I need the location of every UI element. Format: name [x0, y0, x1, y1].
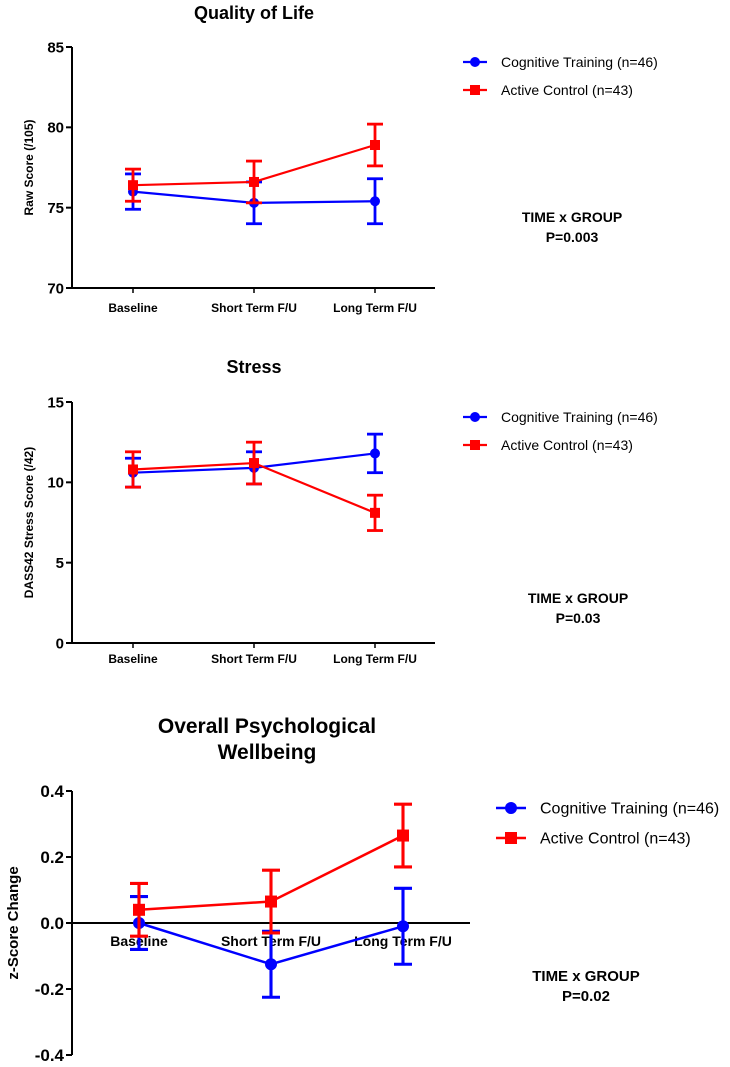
data-point-square: [249, 458, 259, 469]
y-tick-label: 80: [47, 120, 64, 137]
x-category-label: Long Term F/U: [333, 652, 417, 666]
x-category-label: Long Term F/U: [333, 301, 417, 315]
y-axis-title: DASS42 Stress Score (/42): [22, 447, 36, 598]
data-point-square: [249, 176, 259, 187]
stats-annotation: P=0.03: [556, 610, 601, 626]
x-category-label: Baseline: [108, 652, 158, 666]
stats-annotation: TIME x GROUP: [528, 590, 628, 606]
legend-marker-square: [470, 85, 480, 95]
data-point-circle: [397, 920, 409, 933]
x-category-label: Short Term F/U: [211, 652, 297, 666]
data-point-square: [128, 464, 138, 475]
legend-label: Cognitive Training (n=46): [540, 801, 719, 818]
legend-label: Active Control (n=43): [501, 82, 633, 98]
legend-marker-square: [505, 832, 517, 844]
legend-label: Active Control (n=43): [540, 831, 691, 848]
y-tick-label: 75: [47, 200, 64, 217]
x-category-label: Short Term F/U: [211, 301, 297, 315]
y-tick-label: 0.4: [40, 782, 64, 801]
y-tick-label: 0.0: [40, 914, 64, 933]
stats-annotation: P=0.02: [562, 988, 610, 1005]
data-point-square: [370, 140, 380, 151]
data-point-square: [265, 895, 277, 908]
legend-label: Active Control (n=43): [501, 437, 633, 453]
y-tick-label: 0: [56, 635, 64, 652]
data-point-square: [133, 903, 145, 916]
chart-title: Wellbeing: [218, 741, 317, 764]
data-point-square: [397, 829, 409, 842]
y-tick-label: 70: [47, 280, 64, 297]
y-tick-label: 15: [47, 394, 64, 411]
y-tick-label: 10: [47, 475, 64, 492]
chart-title: Stress: [226, 357, 281, 377]
y-tick-label: -0.2: [35, 980, 64, 999]
data-point-square: [128, 180, 138, 191]
y-tick-label: 85: [47, 39, 64, 56]
data-point-circle: [265, 958, 277, 971]
data-point-circle: [370, 448, 380, 459]
y-tick-label: 5: [56, 555, 64, 572]
stats-annotation: TIME x GROUP: [522, 209, 622, 225]
legend-marker-circle: [505, 802, 517, 814]
y-axis-title: Raw Score (/105): [22, 119, 36, 215]
data-point-circle: [370, 196, 380, 207]
legend-marker-circle: [470, 57, 480, 67]
legend-marker-circle: [470, 412, 480, 422]
stats-annotation: TIME x GROUP: [532, 968, 640, 985]
chart-title: Quality of Life: [194, 3, 314, 23]
y-tick-label: -0.4: [35, 1046, 65, 1065]
chart-title: Overall Psychological: [158, 715, 376, 738]
y-axis-title: z-Score Change: [5, 866, 22, 979]
legend-label: Cognitive Training (n=46): [501, 54, 658, 70]
stats-annotation: P=0.003: [546, 229, 599, 245]
data-point-square: [370, 507, 380, 518]
legend-label: Cognitive Training (n=46): [501, 409, 658, 425]
y-tick-label: 0.2: [40, 848, 64, 867]
x-category-label: Baseline: [108, 301, 158, 315]
legend-marker-square: [470, 440, 480, 450]
